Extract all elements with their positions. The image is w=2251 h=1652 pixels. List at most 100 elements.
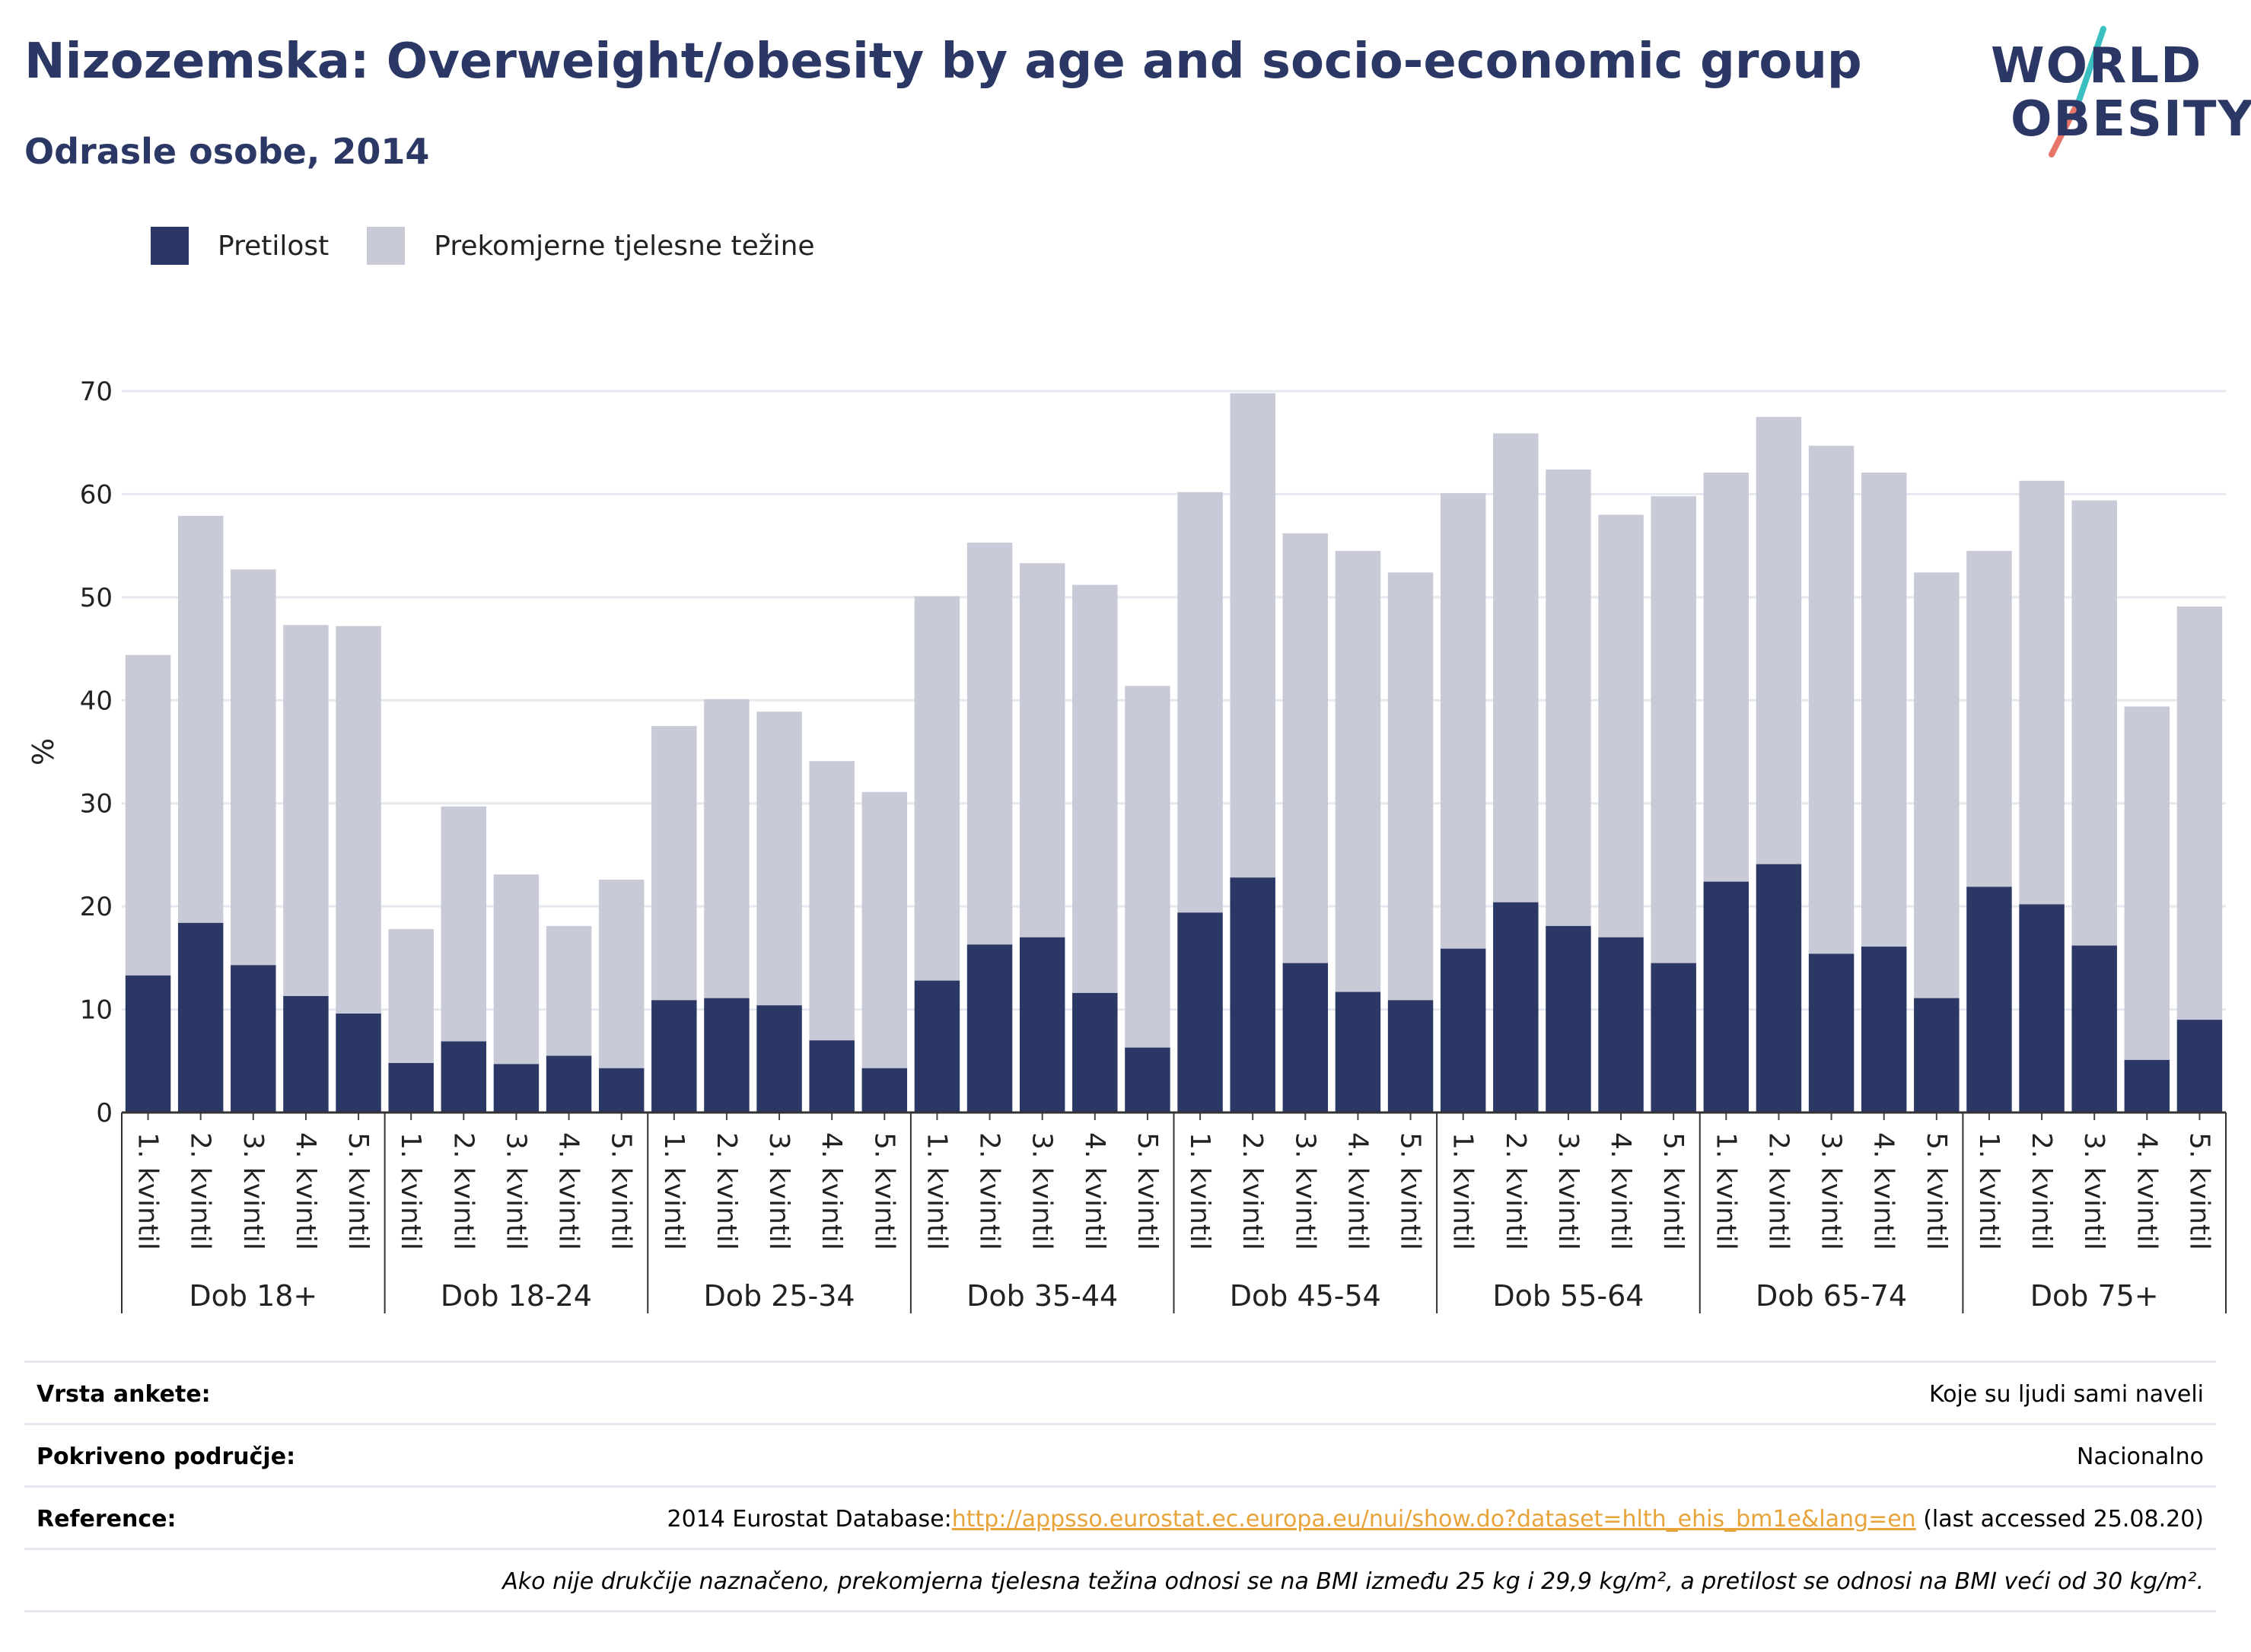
bar-overweight <box>1703 472 1750 882</box>
bar-overweight <box>966 543 1013 945</box>
bar-overweight <box>651 726 697 1001</box>
y-axis-label: % <box>27 738 60 766</box>
bar-overweight <box>2176 606 2223 1020</box>
bar-overweight <box>177 515 224 923</box>
bar-overweight <box>231 569 276 966</box>
bar-obesity <box>441 1041 487 1112</box>
bar-obesity <box>1861 946 1907 1112</box>
x-tick-label: 2. kvintil <box>711 1132 742 1250</box>
bar-overweight <box>704 699 750 998</box>
x-tick-label: 4. kvintil <box>290 1132 321 1250</box>
bar-obesity <box>177 922 224 1112</box>
x-tick-label: 4. kvintil <box>1868 1132 1899 1250</box>
x-tick-label: 4. kvintil <box>1605 1132 1636 1250</box>
x-tick-label: 3. kvintil <box>237 1132 269 1250</box>
bar-obesity <box>1598 937 1644 1112</box>
legend-label-overweight: Prekomjerne tjelesne težine <box>434 230 815 262</box>
legend-swatch-overweight <box>367 227 406 265</box>
y-tick-label: 50 <box>80 583 113 613</box>
bar-overweight <box>1440 493 1486 949</box>
bar-overweight <box>1546 469 1591 926</box>
bar-obesity <box>493 1064 540 1112</box>
bar-obesity <box>914 980 960 1112</box>
bar-overweight <box>1651 496 1696 963</box>
bar-obesity <box>1966 886 2012 1112</box>
bar-overweight <box>125 654 171 976</box>
bar-overweight <box>441 806 487 1042</box>
group-label: Dob 25-34 <box>703 1279 855 1313</box>
bar-overweight <box>546 925 592 1056</box>
x-tick-label: 2. kvintil <box>1237 1132 1268 1250</box>
x-tick-label: 1. kvintil <box>658 1132 689 1250</box>
y-tick-label: 10 <box>80 995 113 1026</box>
bar-obesity <box>1072 992 1118 1112</box>
world-obesity-logo: WORLD OBESITY <box>1979 21 2251 166</box>
reference-link[interactable]: http://appsso.eurostat.ec.europa.eu/nui/… <box>951 1506 1916 1533</box>
bar-obesity <box>388 1062 434 1112</box>
x-tick-label: 5. kvintil <box>868 1132 899 1250</box>
bar-overweight <box>914 596 960 981</box>
bar-obesity <box>125 975 171 1112</box>
bar-obesity <box>704 998 750 1112</box>
bar-overweight <box>2124 706 2170 1060</box>
bar-overweight <box>756 711 802 1006</box>
bar-obesity <box>861 1068 908 1112</box>
bar-overweight <box>336 625 381 1014</box>
bar-obesity <box>1756 864 1802 1112</box>
bar-overweight <box>1177 492 1223 913</box>
x-tick-label: 2. kvintil <box>974 1132 1005 1250</box>
x-tick-label: 3. kvintil <box>500 1132 531 1250</box>
meta-row-survey: Vrsta ankete: Koje su ljudi sami naveli <box>24 1361 2216 1425</box>
meta-row-coverage: Pokriveno područje: Nacionalno <box>24 1423 2216 1488</box>
group-label: Dob 35-44 <box>966 1279 1118 1313</box>
y-tick-label: 40 <box>80 686 113 716</box>
bar-overweight <box>1282 533 1329 963</box>
x-tick-label: 1. kvintil <box>1973 1132 2004 1250</box>
group-label: Dob 65-74 <box>1756 1279 1907 1313</box>
bar-overweight <box>493 874 540 1065</box>
bar-overweight <box>1966 550 2012 887</box>
meta-coverage-value: Nacionalno <box>2076 1444 2204 1470</box>
reference-prefix: 2014 Eurostat Database: <box>667 1506 952 1533</box>
bar-overweight <box>1230 393 1275 878</box>
x-tick-label: 5. kvintil <box>1921 1132 1952 1250</box>
bar-obesity <box>283 995 329 1112</box>
bar-obesity <box>651 1000 697 1112</box>
bar-obesity <box>231 965 276 1112</box>
x-tick-label: 1. kvintil <box>132 1132 164 1250</box>
reference-suffix: (last accessed 25.08.20) <box>1915 1506 2204 1533</box>
bar-overweight <box>1019 563 1065 937</box>
x-tick-label: 5. kvintil <box>1395 1132 1426 1250</box>
y-tick-label: 20 <box>80 892 113 922</box>
x-tick-label: 4. kvintil <box>553 1132 584 1250</box>
bar-overweight <box>1808 445 1855 954</box>
bar-overweight <box>1125 686 1170 1048</box>
bar-overweight <box>1756 416 1802 864</box>
x-tick-label: 3. kvintil <box>1816 1132 1847 1250</box>
bar-overweight <box>1335 550 1381 992</box>
bar-obesity <box>2071 945 2117 1112</box>
x-tick-label: 5. kvintil <box>2183 1132 2214 1250</box>
x-tick-label: 1. kvintil <box>395 1132 426 1250</box>
x-tick-label: 3. kvintil <box>1552 1132 1584 1250</box>
bar-obesity <box>809 1040 855 1112</box>
bar-obesity <box>546 1055 592 1112</box>
y-tick-label: 60 <box>80 479 113 510</box>
bar-obesity <box>336 1013 381 1112</box>
x-tick-label: 5. kvintil <box>606 1132 637 1250</box>
y-tick-label: 70 <box>80 377 113 407</box>
group-label: Dob 18-24 <box>441 1279 592 1313</box>
group-label: Dob 75+ <box>2030 1279 2159 1313</box>
bar-overweight <box>809 761 855 1041</box>
bar-overweight <box>1598 514 1644 937</box>
bar-overweight <box>2019 480 2065 905</box>
x-tick-label: 3. kvintil <box>2078 1132 2109 1250</box>
x-tick-label: 4. kvintil <box>1342 1132 1373 1250</box>
x-tick-label: 5. kvintil <box>342 1132 374 1250</box>
meta-row-reference: Reference: 2014 Eurostat Database:http:/… <box>24 1485 2216 1550</box>
meta-survey-value: Koje su ljudi sami naveli <box>1928 1381 2204 1408</box>
bar-obesity <box>1125 1047 1170 1112</box>
x-tick-label: 4. kvintil <box>816 1132 847 1250</box>
bar-obesity <box>2124 1059 2170 1112</box>
x-tick-label: 2. kvintil <box>1500 1132 1531 1250</box>
